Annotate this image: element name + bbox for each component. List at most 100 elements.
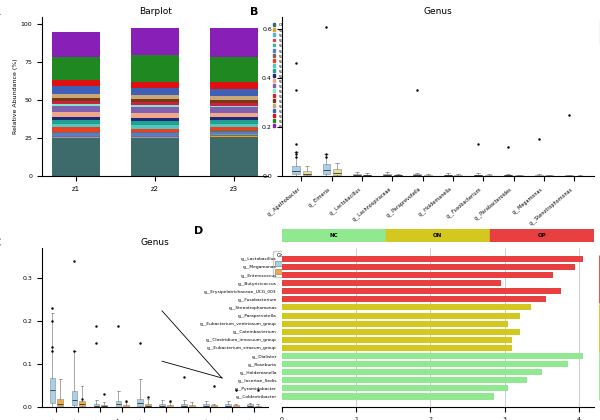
PathPatch shape — [353, 174, 361, 176]
Bar — [281, 312, 520, 319]
Bar — [281, 353, 583, 359]
PathPatch shape — [50, 378, 55, 403]
Bar — [131, 99, 179, 102]
Bar — [281, 264, 575, 270]
Bar — [131, 129, 179, 132]
PathPatch shape — [226, 404, 231, 407]
PathPatch shape — [485, 175, 493, 176]
Bar — [281, 329, 520, 335]
PathPatch shape — [181, 404, 187, 407]
Bar — [131, 138, 179, 176]
Bar — [52, 58, 100, 80]
Bar — [52, 101, 100, 105]
PathPatch shape — [101, 405, 107, 407]
PathPatch shape — [303, 171, 311, 175]
Bar — [281, 304, 531, 310]
Bar — [281, 377, 527, 383]
Bar — [52, 117, 100, 120]
Bar — [131, 125, 179, 129]
PathPatch shape — [247, 404, 253, 407]
PathPatch shape — [474, 175, 482, 176]
Bar — [281, 320, 508, 327]
Bar — [211, 135, 258, 136]
Text: B: B — [250, 7, 259, 17]
PathPatch shape — [255, 406, 260, 407]
Bar — [131, 132, 179, 133]
PathPatch shape — [94, 404, 99, 407]
Bar — [211, 121, 258, 124]
Bar — [52, 94, 100, 98]
Bar — [211, 117, 258, 121]
Bar — [131, 137, 179, 138]
Bar — [52, 132, 100, 133]
Bar — [131, 118, 179, 121]
Bar — [52, 86, 100, 94]
Bar — [131, 121, 179, 125]
PathPatch shape — [323, 165, 330, 174]
PathPatch shape — [58, 399, 63, 406]
Bar — [211, 106, 258, 108]
Title: Genus: Genus — [424, 7, 452, 16]
Bar — [211, 134, 258, 135]
Bar — [52, 136, 100, 137]
Text: D: D — [194, 226, 203, 236]
PathPatch shape — [424, 175, 432, 176]
Bar — [211, 100, 258, 103]
Bar — [131, 105, 179, 107]
Bar — [281, 337, 512, 343]
PathPatch shape — [364, 175, 371, 176]
PathPatch shape — [160, 404, 165, 407]
Bar — [131, 28, 179, 55]
Bar — [52, 32, 100, 58]
PathPatch shape — [71, 391, 77, 405]
Bar — [281, 394, 494, 399]
Bar — [52, 105, 100, 106]
PathPatch shape — [123, 405, 129, 407]
Bar — [131, 55, 179, 82]
Bar — [211, 29, 258, 57]
Bar — [131, 95, 179, 99]
PathPatch shape — [137, 399, 143, 406]
PathPatch shape — [333, 169, 341, 175]
Bar — [211, 127, 258, 130]
Bar — [52, 112, 100, 117]
Bar — [52, 124, 100, 127]
PathPatch shape — [211, 405, 217, 407]
Bar — [52, 106, 100, 112]
Bar — [52, 127, 100, 132]
PathPatch shape — [505, 175, 512, 176]
Bar — [211, 82, 258, 89]
PathPatch shape — [167, 405, 173, 407]
PathPatch shape — [444, 175, 452, 176]
Bar — [211, 96, 258, 100]
Bar — [211, 130, 258, 132]
Bar — [211, 103, 258, 106]
Bar — [131, 89, 179, 95]
Bar — [131, 133, 179, 136]
Title: Barplot: Barplot — [139, 7, 172, 16]
PathPatch shape — [292, 166, 300, 174]
Bar — [52, 80, 100, 86]
PathPatch shape — [515, 175, 523, 176]
PathPatch shape — [189, 405, 194, 407]
Bar — [211, 108, 258, 113]
Bar — [281, 345, 512, 351]
Bar — [211, 113, 258, 117]
Bar — [52, 98, 100, 101]
Bar — [52, 137, 100, 138]
Bar — [52, 133, 100, 136]
PathPatch shape — [233, 405, 239, 407]
Bar — [281, 272, 553, 278]
Y-axis label: Relative Abundance (%): Relative Abundance (%) — [13, 59, 18, 134]
Text: A: A — [0, 7, 1, 17]
Bar — [211, 57, 258, 82]
Bar — [281, 288, 560, 294]
Bar — [281, 297, 545, 302]
PathPatch shape — [383, 174, 391, 176]
PathPatch shape — [145, 404, 151, 407]
Bar — [281, 280, 501, 286]
Bar — [281, 386, 508, 391]
Bar — [211, 137, 258, 176]
Bar — [52, 120, 100, 124]
Bar — [211, 132, 258, 134]
